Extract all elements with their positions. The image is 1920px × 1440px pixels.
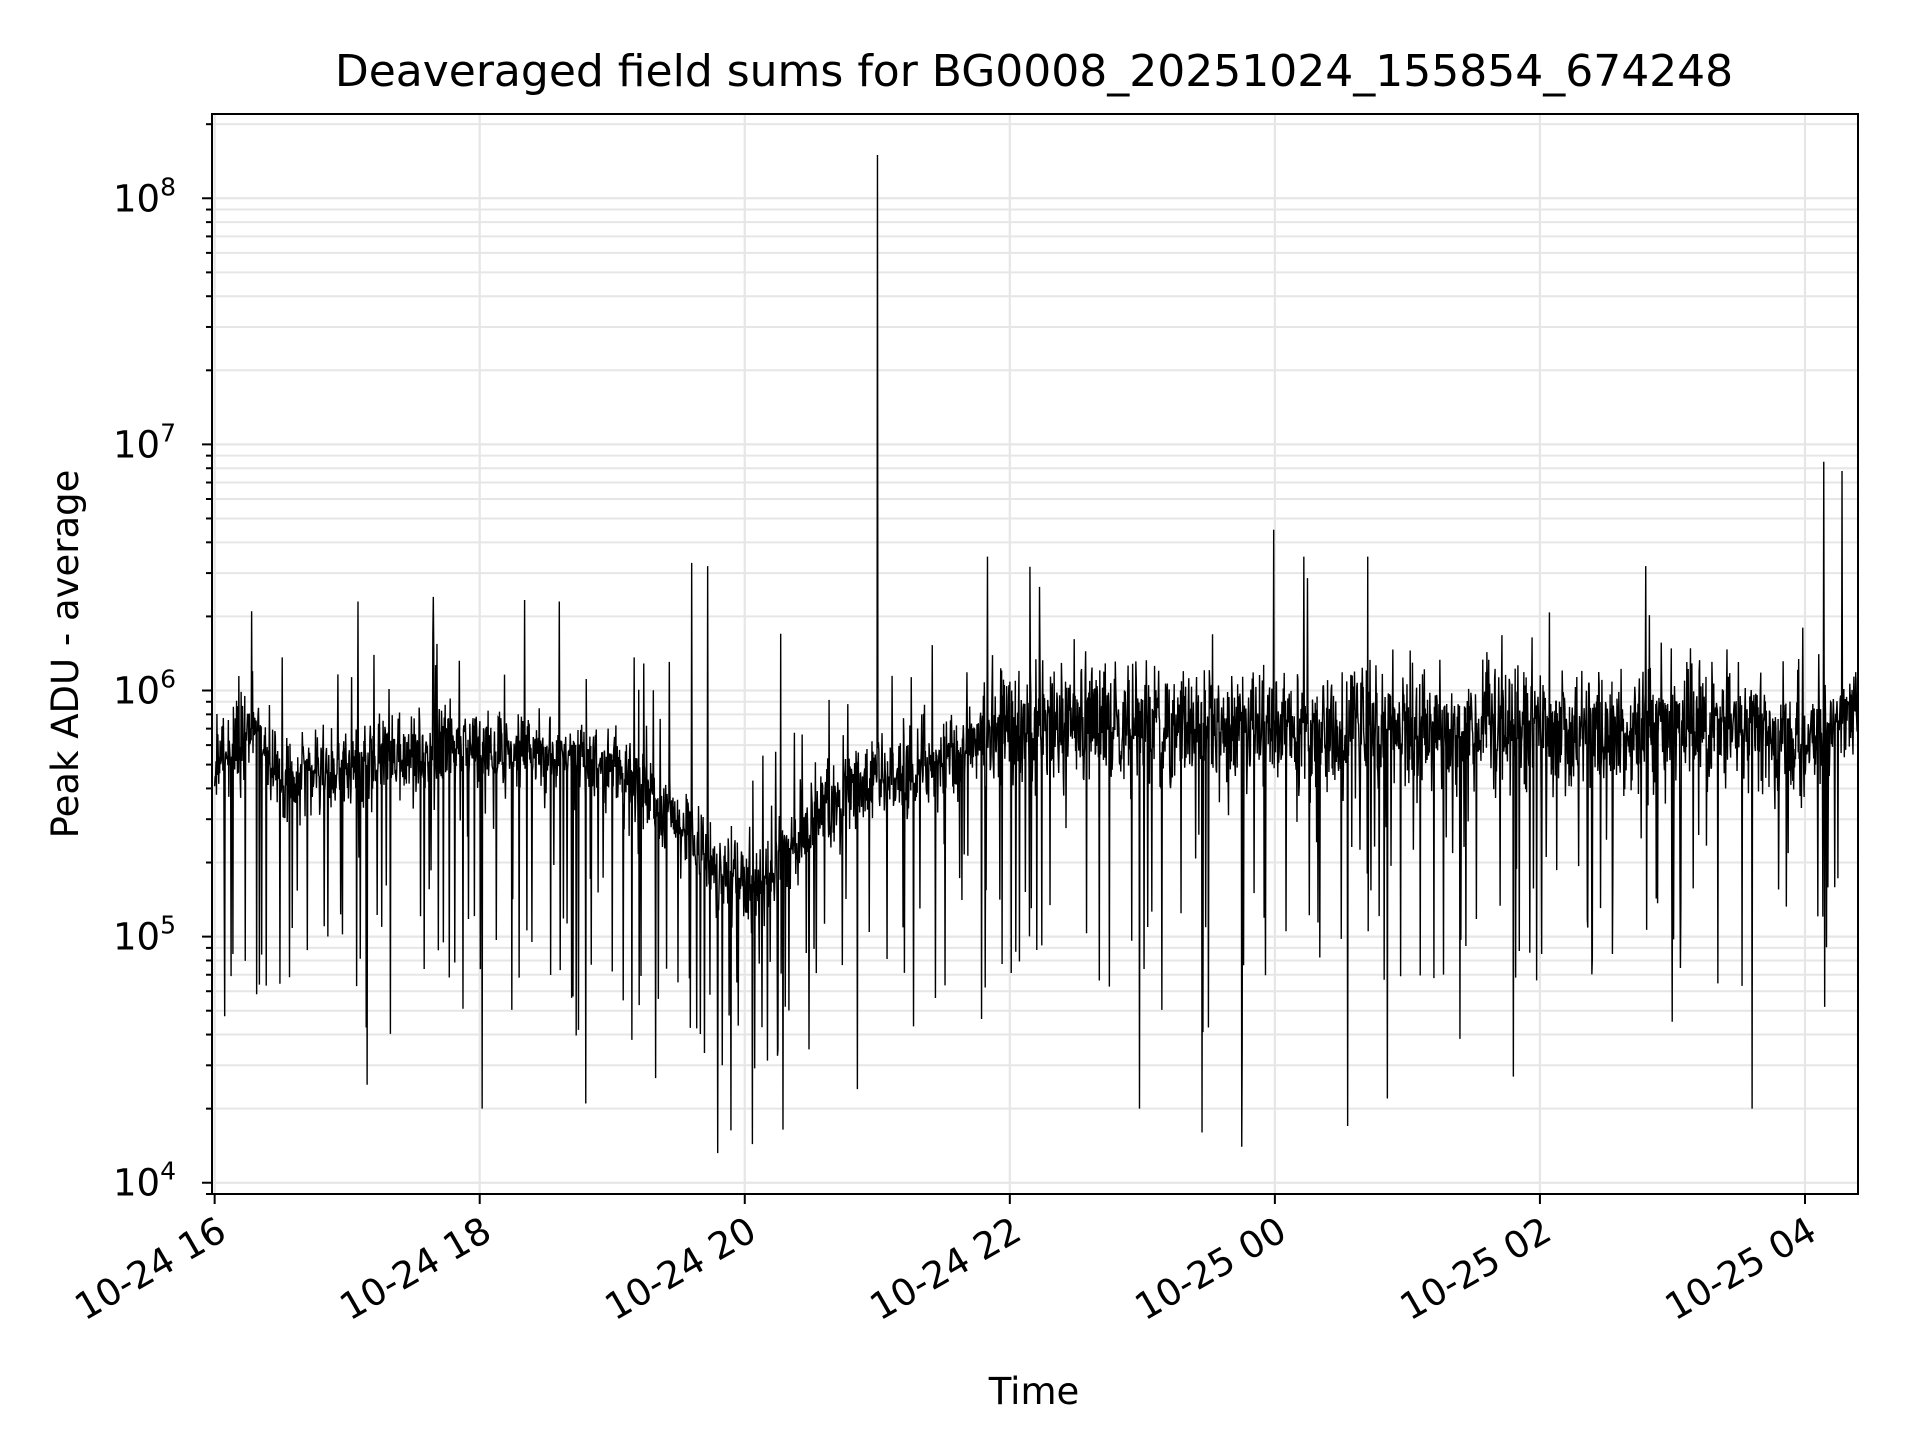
y-tick-label: 107 [113,418,176,466]
x-axis-label: Time [988,1370,1080,1413]
plot-frame [211,113,1859,1195]
y-tick-label: 105 [113,911,176,959]
y-tick-label: 106 [113,665,176,713]
y-axis-label: Peak ADU - average [44,470,87,839]
y-tick-label: 104 [113,1157,176,1205]
y-tick-labels: 104 105 106 107 108 [113,172,176,1204]
data-series [213,154,1859,1154]
series-line [213,154,1859,1154]
axis-ticks [202,123,1806,1204]
chart-title: Deaveraged field sums for BG0008_2025102… [335,46,1733,97]
y-tick-label: 108 [113,172,176,220]
